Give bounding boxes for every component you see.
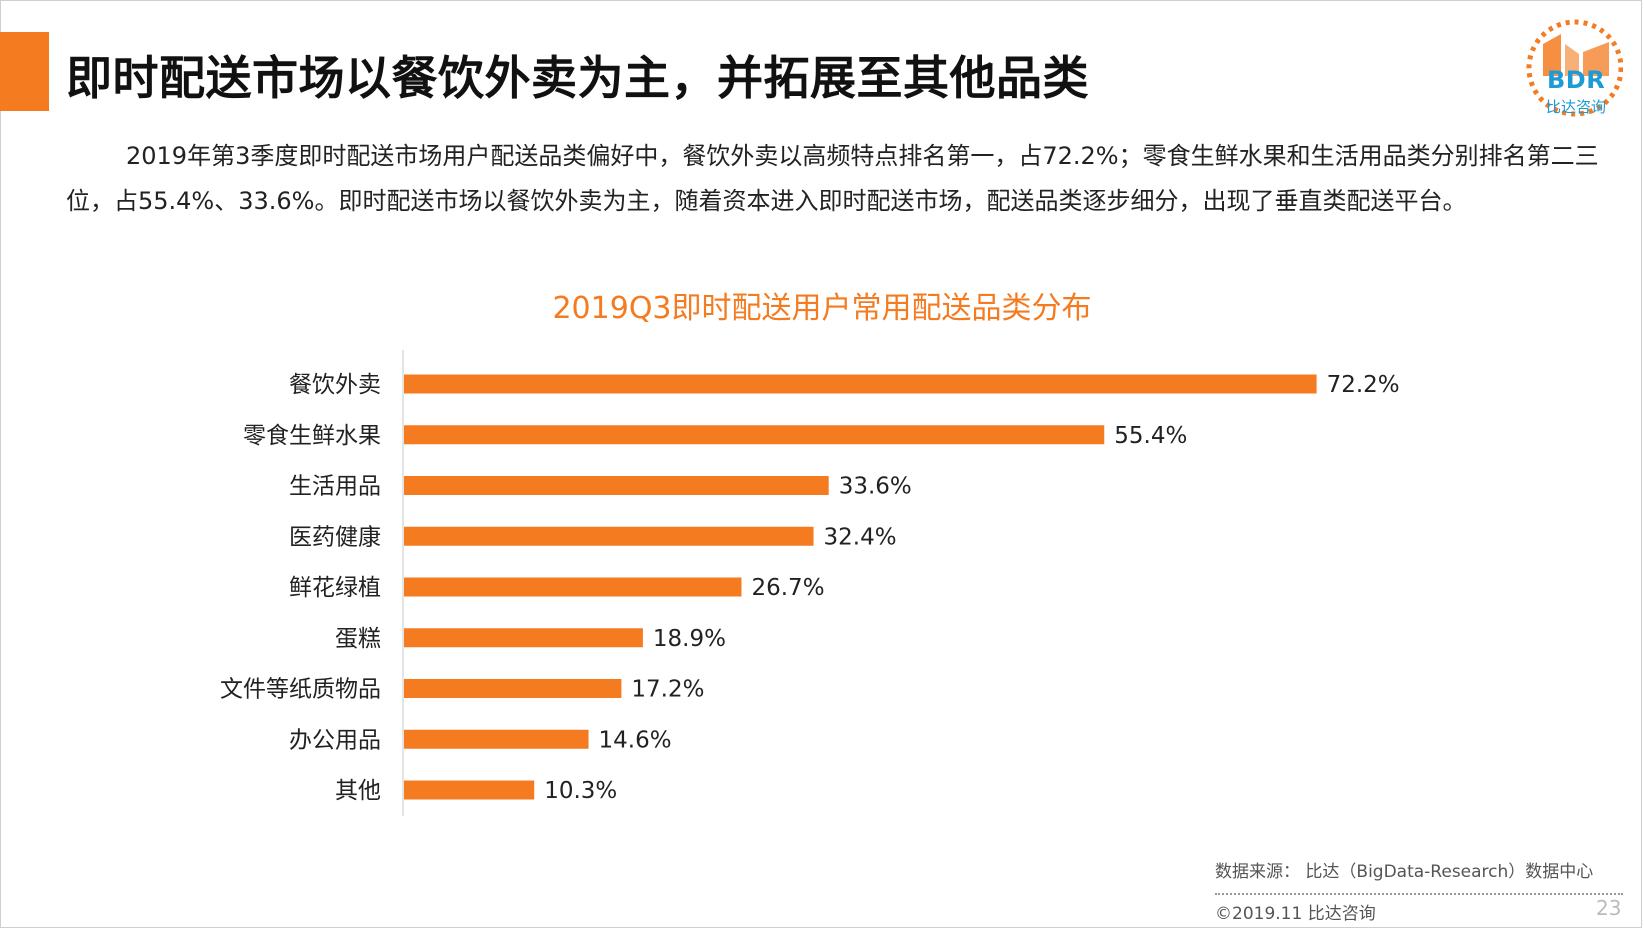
bar	[404, 780, 535, 800]
bar	[404, 425, 1105, 445]
bar	[404, 679, 622, 698]
category-label: 办公用品	[289, 727, 381, 753]
copyright: ©2019.11 比达咨询	[1215, 904, 1376, 924]
bdr-logo	[1526, 19, 1623, 117]
bar	[404, 628, 643, 648]
value-label: 72.2%	[1327, 372, 1400, 398]
bar	[404, 476, 829, 495]
page-title: 即时配送市场以餐饮外卖为主，并拓展至其他品类	[66, 51, 1089, 105]
value-label: 10.3%	[544, 778, 617, 804]
data-source: 数据来源： 比达（BigData-Research）数据中心	[1215, 862, 1594, 882]
category-label: 生活用品	[289, 474, 381, 500]
page-number: 23	[1596, 896, 1622, 920]
category-label: 餐饮外卖	[289, 372, 381, 398]
intro-paragraph: 2019年第3季度即时配送市场用户配送品类偏好中，餐饮外卖以高频特点排名第一，占…	[66, 142, 1599, 215]
value-label: 26.7%	[751, 575, 824, 601]
value-label: 55.4%	[1114, 423, 1187, 449]
category-label: 零食生鲜水果	[243, 423, 381, 449]
category-label: 其他	[335, 778, 381, 804]
footer-divider	[1215, 893, 1623, 895]
category-label: 鲜花绿植	[289, 575, 381, 601]
value-label: 33.6%	[839, 474, 912, 500]
bar-chart: 餐饮外卖 72.2% 零食生鲜水果 55.4% 生活用品 33.6% 医药健康 32.4% 鲜花…	[220, 350, 1400, 816]
title-accent-block	[0, 32, 49, 111]
bar	[404, 526, 814, 546]
value-label: 18.9%	[653, 626, 726, 652]
value-label: 14.6%	[599, 727, 672, 753]
chart-title: 2019Q3即时配送用户常用配送品类分布	[552, 291, 1092, 326]
bar	[404, 729, 589, 749]
category-label: 蛋糕	[335, 626, 381, 652]
bar	[404, 374, 1317, 394]
category-label: 文件等纸质物品	[220, 677, 381, 703]
logo-subtitle: 比达咨询	[1546, 98, 1607, 116]
logo-text: BDR	[1547, 66, 1606, 94]
category-label: 医药健康	[289, 524, 381, 550]
value-label: 32.4%	[824, 524, 897, 550]
bar	[404, 577, 742, 597]
value-label: 17.2%	[631, 677, 704, 703]
